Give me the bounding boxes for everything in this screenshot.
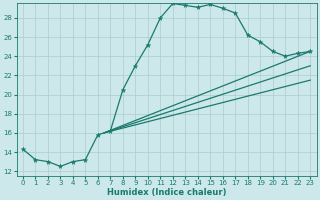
- X-axis label: Humidex (Indice chaleur): Humidex (Indice chaleur): [107, 188, 226, 197]
